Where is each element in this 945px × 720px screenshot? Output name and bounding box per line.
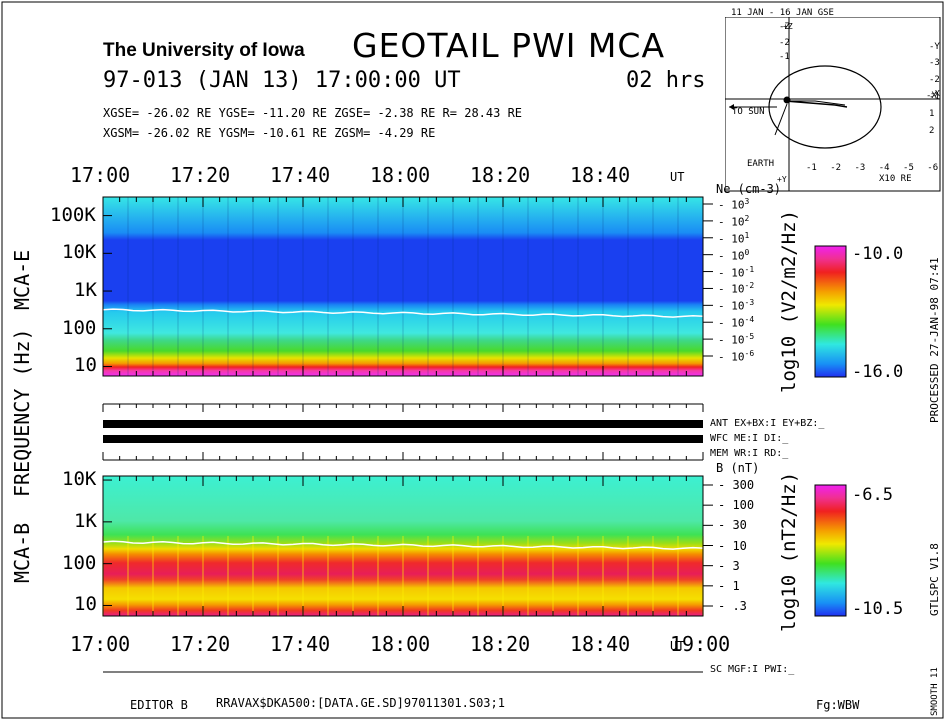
top-ut-label: UT: [670, 170, 685, 184]
version-label: GTLSPC V1.8: [928, 543, 941, 616]
svg-text:-X: -X: [930, 89, 940, 98]
orbit-x-unit: X10 RE: [879, 174, 912, 184]
duration: 02 hrs: [626, 68, 706, 93]
mca-b-frequency-label: 10: [74, 593, 97, 616]
bottom-time-label: 17:20: [170, 632, 231, 656]
top-time-label: 17:00: [70, 163, 131, 187]
plot-title: GEOTAIL PWI MCA: [352, 26, 666, 65]
orbit-x-axis-label: -X: [926, 91, 937, 101]
b-tick-label: - 30: [718, 518, 747, 533]
ne-tick-label: - 10-2: [718, 281, 755, 297]
mca-e-frequency-label: 1K: [74, 279, 97, 302]
orbit-title: 11 JAN - 16 JAN GSE: [731, 8, 834, 18]
institution-name: The University of Iowa: [103, 40, 305, 61]
gse-coordinates: XGSE= -26.02 RE YGSE= -11.20 RE ZGSE= -2…: [103, 106, 523, 120]
mca-b-label: MCA-B: [10, 522, 34, 583]
mca-e-label: MCA-E: [10, 249, 34, 310]
mca-b-frequency-label: 100: [62, 551, 97, 574]
svg-text:+Y: +Y: [777, 175, 787, 184]
bottom-time-label: 19:00: [670, 632, 731, 656]
date-line: 97-013 (JAN 13) 17:00:00 UT: [103, 68, 461, 93]
ne-tick-label: - 100: [718, 247, 750, 263]
gsm-coordinates: XGSM= -26.02 RE YGSM= -10.61 RE ZGSM= -4…: [103, 126, 436, 140]
top-time-label: 17:20: [170, 163, 231, 187]
mca-e-frequency-label: 100: [62, 316, 97, 339]
orbit-z-axis-label: -Z: [779, 22, 790, 32]
b-tick-label: - 1: [718, 578, 740, 593]
ne-tick-label: - 10-6: [718, 349, 755, 364]
top-time-label: 18:40: [570, 163, 631, 187]
earth-label: EARTH: [747, 159, 775, 169]
ne-tick-label: - 10-5: [718, 332, 755, 347]
mca-b-cbar-label: log10 (nT2/Hz): [778, 471, 800, 632]
status-sc-mgf: SC MGF:I PWI:_: [710, 664, 795, 675]
b-tick-label: - .3: [718, 599, 747, 613]
bottom-time-label: 18:20: [470, 632, 531, 656]
b-tick-label: - 10: [718, 538, 747, 553]
ne-tick-label: - 102: [718, 213, 750, 229]
status-wfc: WFC ME:I DI:_: [710, 433, 789, 444]
orbit-z-ticks: -2 -1: [779, 38, 790, 62]
top-time-label: 17:40: [270, 163, 331, 187]
svg-text:+Z: +Z: [783, 22, 793, 31]
ne-tick-label: - 10-3: [718, 298, 755, 313]
bottom-time-label: 17:00: [70, 632, 131, 656]
ne-axis-label: Ne (cm-3): [716, 182, 782, 196]
mca-e-colorbar: [814, 245, 847, 378]
b-axis-label: B (nT): [716, 461, 760, 475]
wfc-status-bar: [103, 435, 703, 443]
mca-e-frequency-label: 10K: [62, 241, 97, 264]
mca-e-spectrogram: [103, 197, 703, 376]
mca-b-colorbar: [814, 484, 847, 617]
footer-tag: Fg:WBW: [816, 698, 860, 712]
mca-b-cbar-max: -6.5: [852, 485, 893, 505]
bottom-time-label: 17:40: [270, 632, 331, 656]
ne-tick-label: - 10-4: [718, 315, 755, 330]
top-time-label: 18:00: [370, 163, 431, 187]
smooth-label: SMOOTH 11: [930, 667, 940, 716]
top-time-label: 18:20: [470, 163, 531, 187]
ne-tick-label: - 10-1: [718, 264, 755, 280]
to-sun-label: TO SUN: [732, 107, 765, 117]
ant-status-bar: [103, 420, 703, 428]
processed-label: PROCESSED 27-JAN-98 07:41: [928, 257, 941, 423]
orbit-x-ticks: -1 -2 -3 -4 -5 -6: [806, 163, 939, 173]
b-tick-label: - 100: [718, 498, 755, 513]
orbit-y-ticks: -3 -2 -1 1 2: [929, 58, 940, 136]
footer-file: RRAVAX$DKA500:[DATA.GE.SD]97011301.S03;1: [216, 696, 505, 710]
ne-tick-label: - 101: [718, 230, 750, 246]
mca-e-frequency-label: 100K: [50, 203, 96, 226]
mca-b-cyclotron-frequency-line: [102, 540, 704, 550]
mca-e-cbar-min: -16.0: [852, 362, 904, 382]
b-tick-label: - 300: [718, 478, 755, 492]
mca-e-cbar-label: log10 (V2/m2/Hz): [778, 209, 800, 393]
mca-e-frequency-label: 10: [74, 354, 97, 377]
mca-e-plasma-frequency-line: [102, 308, 704, 318]
mca-b-cbar-min: -10.5: [852, 599, 904, 619]
ne-tick-label: - 103: [718, 197, 750, 212]
footer-editor: EDITOR B: [130, 698, 188, 712]
bottom-time-label: 18:00: [370, 632, 431, 656]
orbit-plot: -X +Z +Y: [725, 17, 941, 192]
b-tick-label: - 3: [718, 558, 740, 573]
status-ant: ANT EX+BX:I EY+BZ:_: [710, 418, 825, 429]
bottom-time-label: 18:40: [570, 632, 631, 656]
bottom-ut-label: UT: [670, 639, 685, 653]
status-mem: MEM WR:I RD:_: [710, 448, 789, 459]
orbit-y-axis-label: -Y: [929, 42, 940, 52]
mca-b-frequency-label: 10K: [62, 468, 97, 491]
frequency-axis-label: FREQUENCY (Hz): [10, 328, 34, 497]
mca-b-frequency-label: 1K: [74, 509, 97, 532]
mca-e-cbar-max: -10.0: [852, 244, 904, 264]
